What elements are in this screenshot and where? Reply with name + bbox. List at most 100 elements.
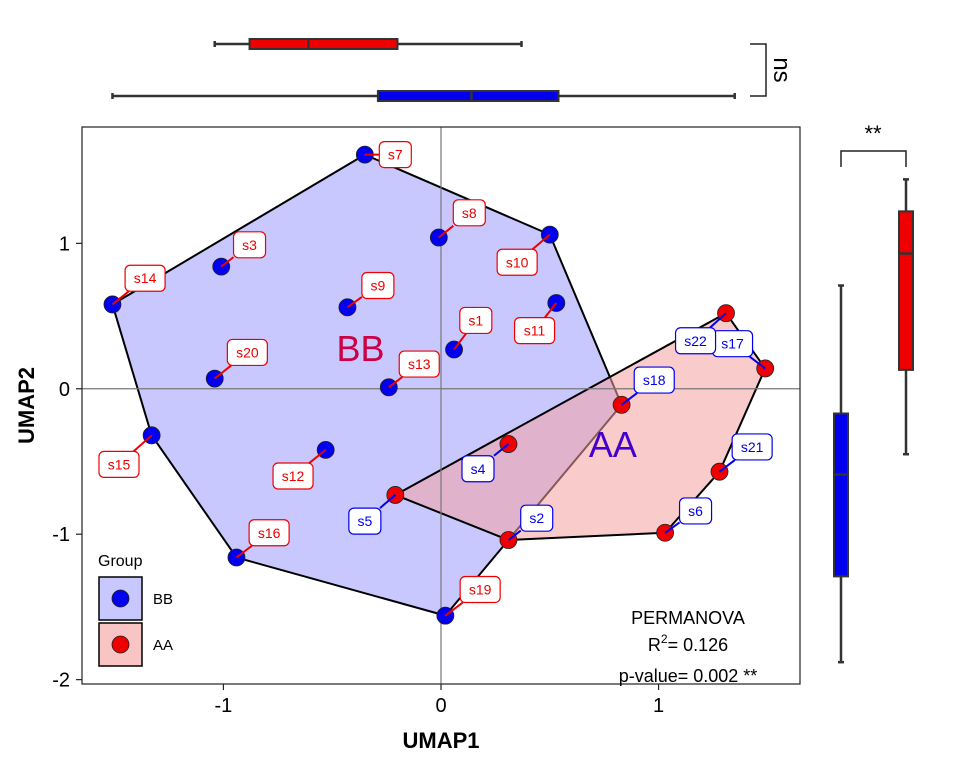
label-text-s11: s11 <box>524 323 546 339</box>
y-tick-label-1: 1 <box>59 233 70 255</box>
label-text-s3: s3 <box>242 237 257 253</box>
label-text-s14: s14 <box>134 270 157 286</box>
leader-line-s8 <box>438 225 454 239</box>
sample-labels: s1 s3 s7 s8 s9 s10 s11 s12 s13 s14 s15 s16 s19 s20 s2 s… <box>98 141 773 617</box>
label-text-s17: s17 <box>721 336 744 352</box>
permanova-annotation: PERMANOVA R2= 0.126 p-value= 0.002 ** <box>619 608 758 686</box>
group-label-bb: BB <box>336 328 384 369</box>
label-box-s7 <box>378 141 412 169</box>
label-box-s21 <box>731 433 773 461</box>
label-box-s9 <box>361 271 395 300</box>
label-text-s18: s18 <box>643 372 666 388</box>
leader-line-s13 <box>388 376 403 389</box>
group-label-aa: AA <box>589 424 637 465</box>
label-text-s21: s21 <box>741 439 764 455</box>
leader-line-s17 <box>749 355 766 370</box>
right-box-bb-box <box>833 412 849 578</box>
label-box-s5 <box>348 507 382 535</box>
x-tick-label-0: 0 <box>435 695 446 717</box>
label-box-s22 <box>674 327 717 355</box>
leader-line-s22 <box>709 312 727 329</box>
x-tick-label--1: -1 <box>215 695 233 717</box>
label-text-s19: s19 <box>469 581 492 597</box>
label-text-s2: s2 <box>529 510 544 526</box>
label-text-s10: s10 <box>506 254 529 270</box>
leader-line-s4 <box>493 443 510 457</box>
x-axis-title: UMAP1 <box>402 728 479 753</box>
r2-label: R <box>648 635 661 655</box>
right-marginal-boxplot: ** <box>833 121 914 664</box>
label-box-s6 <box>678 497 713 525</box>
label-box-s12 <box>272 462 314 490</box>
top-box-aa-box <box>248 38 399 50</box>
leader-line-s14 <box>111 290 130 306</box>
label-text-s5: s5 <box>357 513 372 529</box>
leader-line-s3 <box>220 256 235 268</box>
permanova-pvalue: p-value= 0.002 ** <box>619 666 758 686</box>
leader-line-s18 <box>620 392 638 406</box>
label-box-s10 <box>496 248 538 276</box>
y-tick-label--1: -1 <box>52 524 70 546</box>
right-significance-label: ** <box>864 121 882 146</box>
permanova-r2: R2= 0.126 <box>648 632 728 655</box>
y-tick-label-0: 0 <box>59 379 70 401</box>
label-text-s15: s15 <box>108 456 131 472</box>
label-box-s18 <box>633 366 675 394</box>
reference-lines <box>82 127 800 684</box>
leader-line-s1 <box>453 332 467 351</box>
permanova-title: PERMANOVA <box>631 608 745 628</box>
legend-label-bb: BB <box>153 591 173 608</box>
leader-line-s2 <box>507 529 522 541</box>
right-significance-bracket <box>840 150 907 167</box>
legend-label-aa: AA <box>153 637 173 654</box>
label-text-s8: s8 <box>462 205 477 221</box>
leader-line-s9 <box>346 296 363 309</box>
label-text-s13: s13 <box>408 356 431 372</box>
leader-line-s6 <box>664 521 681 534</box>
label-text-s12: s12 <box>282 468 305 484</box>
label-box-s20 <box>226 338 268 367</box>
label-box-s8 <box>452 199 486 227</box>
label-text-s16: s16 <box>258 525 281 541</box>
leader-line-s15 <box>132 434 153 453</box>
x-tick-label-1: 1 <box>653 695 664 717</box>
label-text-s20: s20 <box>236 344 259 360</box>
y-axis-title: UMAP2 <box>14 367 39 444</box>
r2-value: = 0.126 <box>668 635 729 655</box>
r2-superscript: 2 <box>661 632 668 646</box>
label-box-s4 <box>461 455 495 483</box>
label-box-s13 <box>398 350 440 378</box>
legend-title: Group <box>98 553 143 570</box>
label-box-s1 <box>459 306 493 335</box>
label-text-s1: s1 <box>468 312 483 328</box>
label-text-s9: s9 <box>371 278 386 294</box>
axes: -1 0 1 -2 -1 0 1 UMAP1 UMAP2 <box>14 126 801 753</box>
legend: Group BB AA <box>98 553 173 667</box>
label-box-s15 <box>98 450 140 478</box>
label-box-s14 <box>124 264 166 292</box>
label-text-s7: s7 <box>388 147 403 163</box>
leader-line-s10 <box>531 233 551 251</box>
leader-line-s19 <box>444 601 464 617</box>
top-marginal-boxplot: ns <box>111 38 795 102</box>
leader-line-s20 <box>214 364 232 380</box>
label-text-s6: s6 <box>688 503 703 519</box>
label-box-s19 <box>459 575 501 604</box>
leader-line-s11 <box>544 302 558 319</box>
group-labels: BB AA <box>336 328 636 465</box>
label-box-s2 <box>520 504 554 532</box>
right-box-aa-box <box>898 210 914 371</box>
y-tick-label--2: -2 <box>52 670 70 692</box>
leader-line-s16 <box>235 544 253 559</box>
top-significance-label: ns <box>768 57 795 82</box>
label-box-s11 <box>513 317 556 345</box>
leader-line-s12 <box>308 449 327 464</box>
legend-marker-aa <box>111 635 130 654</box>
top-box-bb-box <box>376 90 560 102</box>
leader-line-s5 <box>379 494 396 509</box>
label-text-s4: s4 <box>471 461 486 477</box>
label-box-s16 <box>248 519 290 547</box>
leader-line-s21 <box>718 459 736 473</box>
label-box-s3 <box>232 231 267 259</box>
